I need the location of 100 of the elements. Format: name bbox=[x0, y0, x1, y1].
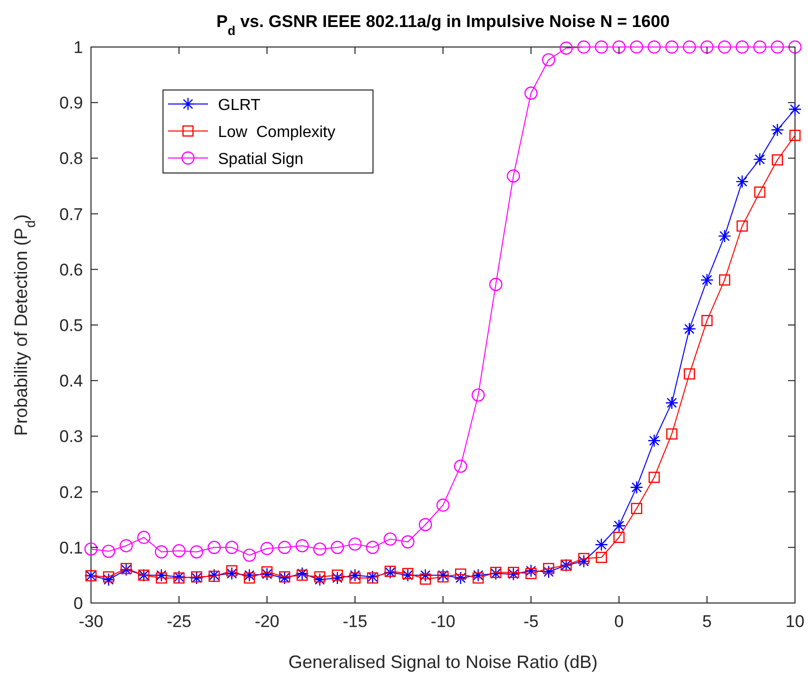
point bbox=[525, 568, 537, 580]
x-tick-label: -5 bbox=[523, 612, 539, 631]
point bbox=[242, 548, 256, 562]
point bbox=[313, 573, 326, 586]
point bbox=[154, 568, 168, 582]
point bbox=[736, 174, 749, 188]
point bbox=[260, 542, 274, 556]
point bbox=[630, 480, 644, 494]
point bbox=[666, 428, 678, 440]
point bbox=[770, 123, 784, 136]
point bbox=[260, 567, 274, 581]
y-tick-label: 0.4 bbox=[59, 372, 83, 391]
point bbox=[700, 273, 714, 287]
point bbox=[648, 40, 661, 54]
point bbox=[330, 571, 344, 585]
point bbox=[736, 220, 748, 232]
point bbox=[454, 460, 468, 473]
point bbox=[437, 571, 449, 582]
legend-label: Low Complexity bbox=[218, 124, 336, 141]
x-tick-label: 10 bbox=[786, 612, 804, 631]
point bbox=[701, 314, 713, 326]
x-tick-label: -25 bbox=[166, 612, 192, 631]
point bbox=[543, 562, 554, 574]
point bbox=[384, 532, 397, 546]
point bbox=[665, 396, 678, 410]
y-tick-label: 0.3 bbox=[59, 427, 83, 446]
point bbox=[225, 540, 238, 554]
point bbox=[578, 552, 590, 564]
point bbox=[719, 274, 730, 286]
legend-label: Spatial Sign bbox=[218, 151, 304, 168]
point bbox=[594, 40, 608, 54]
point bbox=[489, 278, 502, 292]
point bbox=[682, 40, 696, 54]
point bbox=[577, 554, 590, 568]
point bbox=[348, 537, 362, 551]
point bbox=[418, 568, 432, 582]
point bbox=[313, 542, 326, 556]
point bbox=[172, 544, 186, 558]
point bbox=[208, 540, 221, 554]
point bbox=[613, 532, 625, 543]
point bbox=[788, 102, 802, 116]
y-tick-label: 0.6 bbox=[59, 260, 83, 280]
point bbox=[102, 573, 116, 586]
y-tick-label: 0.9 bbox=[59, 94, 83, 113]
legend-label: GLRT bbox=[218, 97, 261, 114]
point bbox=[296, 539, 309, 552]
point bbox=[191, 571, 202, 582]
point bbox=[577, 40, 590, 54]
point bbox=[366, 540, 380, 554]
point bbox=[648, 472, 660, 483]
point bbox=[630, 40, 644, 54]
x-tick-label: -20 bbox=[254, 612, 280, 631]
point bbox=[296, 570, 308, 581]
point bbox=[436, 568, 450, 582]
point bbox=[154, 545, 168, 558]
point bbox=[770, 40, 784, 54]
point bbox=[330, 540, 344, 554]
point bbox=[736, 40, 749, 54]
point bbox=[594, 538, 608, 552]
point bbox=[296, 566, 309, 580]
point bbox=[648, 434, 661, 448]
point bbox=[506, 567, 520, 581]
point bbox=[418, 518, 432, 532]
point bbox=[137, 530, 150, 544]
point bbox=[612, 40, 626, 54]
point bbox=[612, 519, 626, 532]
point bbox=[436, 498, 450, 512]
point bbox=[190, 571, 204, 585]
x-tick-label: -15 bbox=[342, 612, 368, 631]
point bbox=[401, 535, 414, 548]
point bbox=[753, 40, 766, 54]
point bbox=[506, 169, 520, 183]
point bbox=[102, 544, 116, 558]
point bbox=[401, 568, 414, 582]
point bbox=[596, 552, 607, 564]
point bbox=[349, 572, 361, 584]
point bbox=[348, 568, 362, 582]
y-tick-label: 0.8 bbox=[59, 149, 83, 168]
x-tick-label: 0 bbox=[614, 612, 624, 631]
point bbox=[524, 86, 538, 100]
point bbox=[314, 571, 326, 582]
point bbox=[772, 154, 783, 166]
point bbox=[542, 565, 556, 578]
point bbox=[190, 545, 204, 558]
point bbox=[402, 568, 414, 580]
x-axis-title: Generalised Signal to Noise Ratio (dB) bbox=[288, 652, 598, 672]
point bbox=[684, 368, 695, 380]
point bbox=[242, 568, 256, 582]
y-tick-label: 0.7 bbox=[59, 204, 83, 224]
point bbox=[754, 186, 766, 198]
point bbox=[631, 502, 642, 514]
point bbox=[682, 322, 696, 336]
x-tick-label: 5 bbox=[702, 612, 712, 631]
point bbox=[788, 40, 802, 54]
point bbox=[278, 540, 292, 554]
x-tick-label: -30 bbox=[78, 612, 104, 631]
point bbox=[103, 571, 114, 582]
point bbox=[524, 564, 538, 578]
chart-title: P$_{d}$ vs. GSNR IEEE 802.11a/g in Impulsive Noise N = 1600 bbox=[216, 12, 670, 38]
point bbox=[718, 229, 732, 243]
